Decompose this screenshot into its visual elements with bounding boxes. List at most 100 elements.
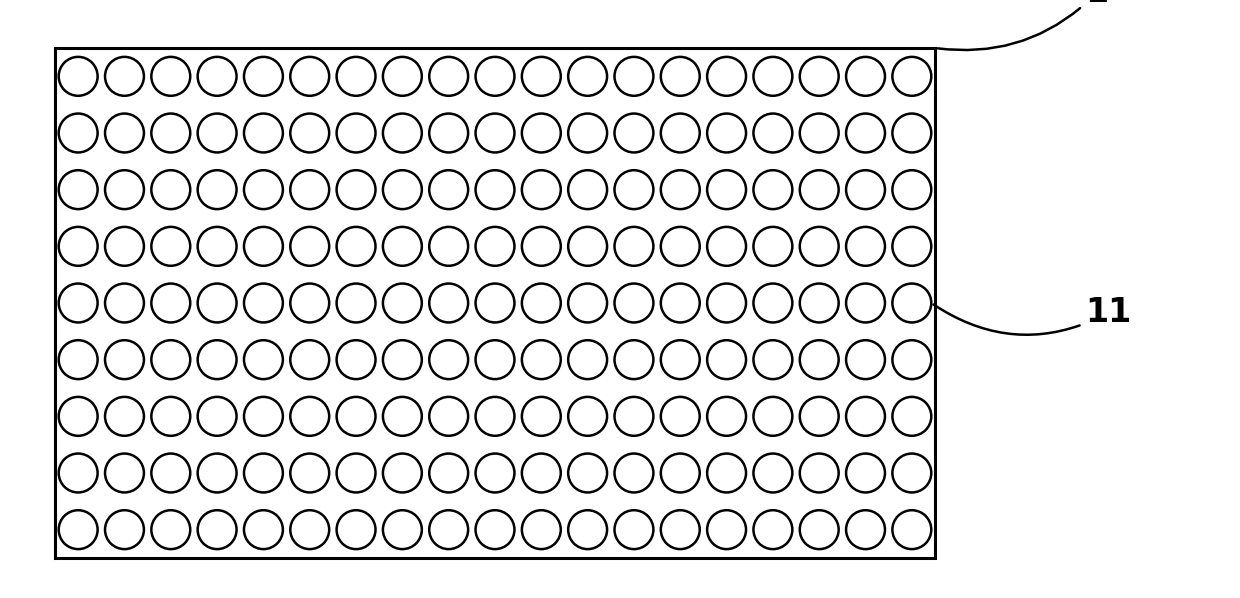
Circle shape — [754, 57, 792, 96]
Circle shape — [476, 227, 515, 266]
Circle shape — [244, 340, 283, 379]
Circle shape — [707, 170, 746, 209]
Circle shape — [336, 114, 376, 152]
Circle shape — [893, 114, 931, 152]
Circle shape — [707, 283, 746, 322]
Circle shape — [244, 114, 283, 152]
Circle shape — [290, 57, 329, 96]
Circle shape — [290, 510, 329, 549]
Circle shape — [615, 453, 653, 492]
Circle shape — [661, 114, 699, 152]
Circle shape — [893, 340, 931, 379]
Circle shape — [522, 397, 560, 436]
Circle shape — [151, 114, 190, 152]
Circle shape — [522, 227, 560, 266]
Circle shape — [336, 340, 376, 379]
Circle shape — [197, 227, 237, 266]
Circle shape — [429, 227, 469, 266]
Circle shape — [707, 227, 746, 266]
Circle shape — [429, 283, 469, 322]
Circle shape — [846, 57, 885, 96]
Circle shape — [568, 283, 608, 322]
Circle shape — [707, 57, 746, 96]
Circle shape — [476, 57, 515, 96]
Circle shape — [151, 510, 190, 549]
Circle shape — [615, 340, 653, 379]
Circle shape — [800, 397, 838, 436]
Circle shape — [105, 114, 144, 152]
Circle shape — [151, 170, 190, 209]
Circle shape — [105, 340, 144, 379]
Circle shape — [661, 283, 699, 322]
Circle shape — [893, 227, 931, 266]
Circle shape — [244, 397, 283, 436]
Circle shape — [800, 283, 838, 322]
Circle shape — [244, 57, 283, 96]
Circle shape — [58, 283, 98, 322]
Circle shape — [800, 453, 838, 492]
Circle shape — [290, 227, 329, 266]
Circle shape — [383, 397, 422, 436]
Circle shape — [522, 340, 560, 379]
Circle shape — [522, 114, 560, 152]
Circle shape — [197, 283, 237, 322]
Circle shape — [58, 453, 98, 492]
Circle shape — [615, 227, 653, 266]
Circle shape — [893, 510, 931, 549]
Circle shape — [707, 340, 746, 379]
Circle shape — [290, 114, 329, 152]
Circle shape — [615, 510, 653, 549]
Circle shape — [707, 453, 746, 492]
Circle shape — [429, 170, 469, 209]
Circle shape — [846, 114, 885, 152]
Circle shape — [846, 340, 885, 379]
Text: 11: 11 — [934, 297, 1131, 335]
Circle shape — [568, 170, 608, 209]
Circle shape — [383, 340, 422, 379]
Circle shape — [105, 510, 144, 549]
Circle shape — [197, 453, 237, 492]
Circle shape — [336, 453, 376, 492]
Circle shape — [568, 340, 608, 379]
Circle shape — [661, 453, 699, 492]
Circle shape — [290, 397, 329, 436]
Circle shape — [383, 283, 422, 322]
Circle shape — [800, 170, 838, 209]
Circle shape — [754, 510, 792, 549]
Circle shape — [754, 340, 792, 379]
Circle shape — [707, 114, 746, 152]
Circle shape — [846, 510, 885, 549]
Circle shape — [476, 283, 515, 322]
Circle shape — [244, 453, 283, 492]
Circle shape — [846, 170, 885, 209]
Circle shape — [476, 510, 515, 549]
Circle shape — [58, 397, 98, 436]
Circle shape — [429, 453, 469, 492]
Circle shape — [661, 227, 699, 266]
Circle shape — [58, 114, 98, 152]
Circle shape — [800, 340, 838, 379]
Circle shape — [197, 57, 237, 96]
Circle shape — [661, 57, 699, 96]
Circle shape — [58, 340, 98, 379]
Circle shape — [383, 170, 422, 209]
Circle shape — [522, 283, 560, 322]
Circle shape — [244, 283, 283, 322]
Circle shape — [661, 510, 699, 549]
Circle shape — [893, 57, 931, 96]
Circle shape — [151, 227, 190, 266]
Circle shape — [568, 510, 608, 549]
Circle shape — [615, 397, 653, 436]
Circle shape — [197, 340, 237, 379]
Circle shape — [661, 340, 699, 379]
Circle shape — [151, 57, 190, 96]
Circle shape — [244, 510, 283, 549]
Circle shape — [336, 397, 376, 436]
Circle shape — [754, 114, 792, 152]
Circle shape — [383, 453, 422, 492]
Circle shape — [383, 114, 422, 152]
Circle shape — [429, 340, 469, 379]
Circle shape — [58, 227, 98, 266]
Bar — [55, 48, 935, 558]
Circle shape — [244, 170, 283, 209]
